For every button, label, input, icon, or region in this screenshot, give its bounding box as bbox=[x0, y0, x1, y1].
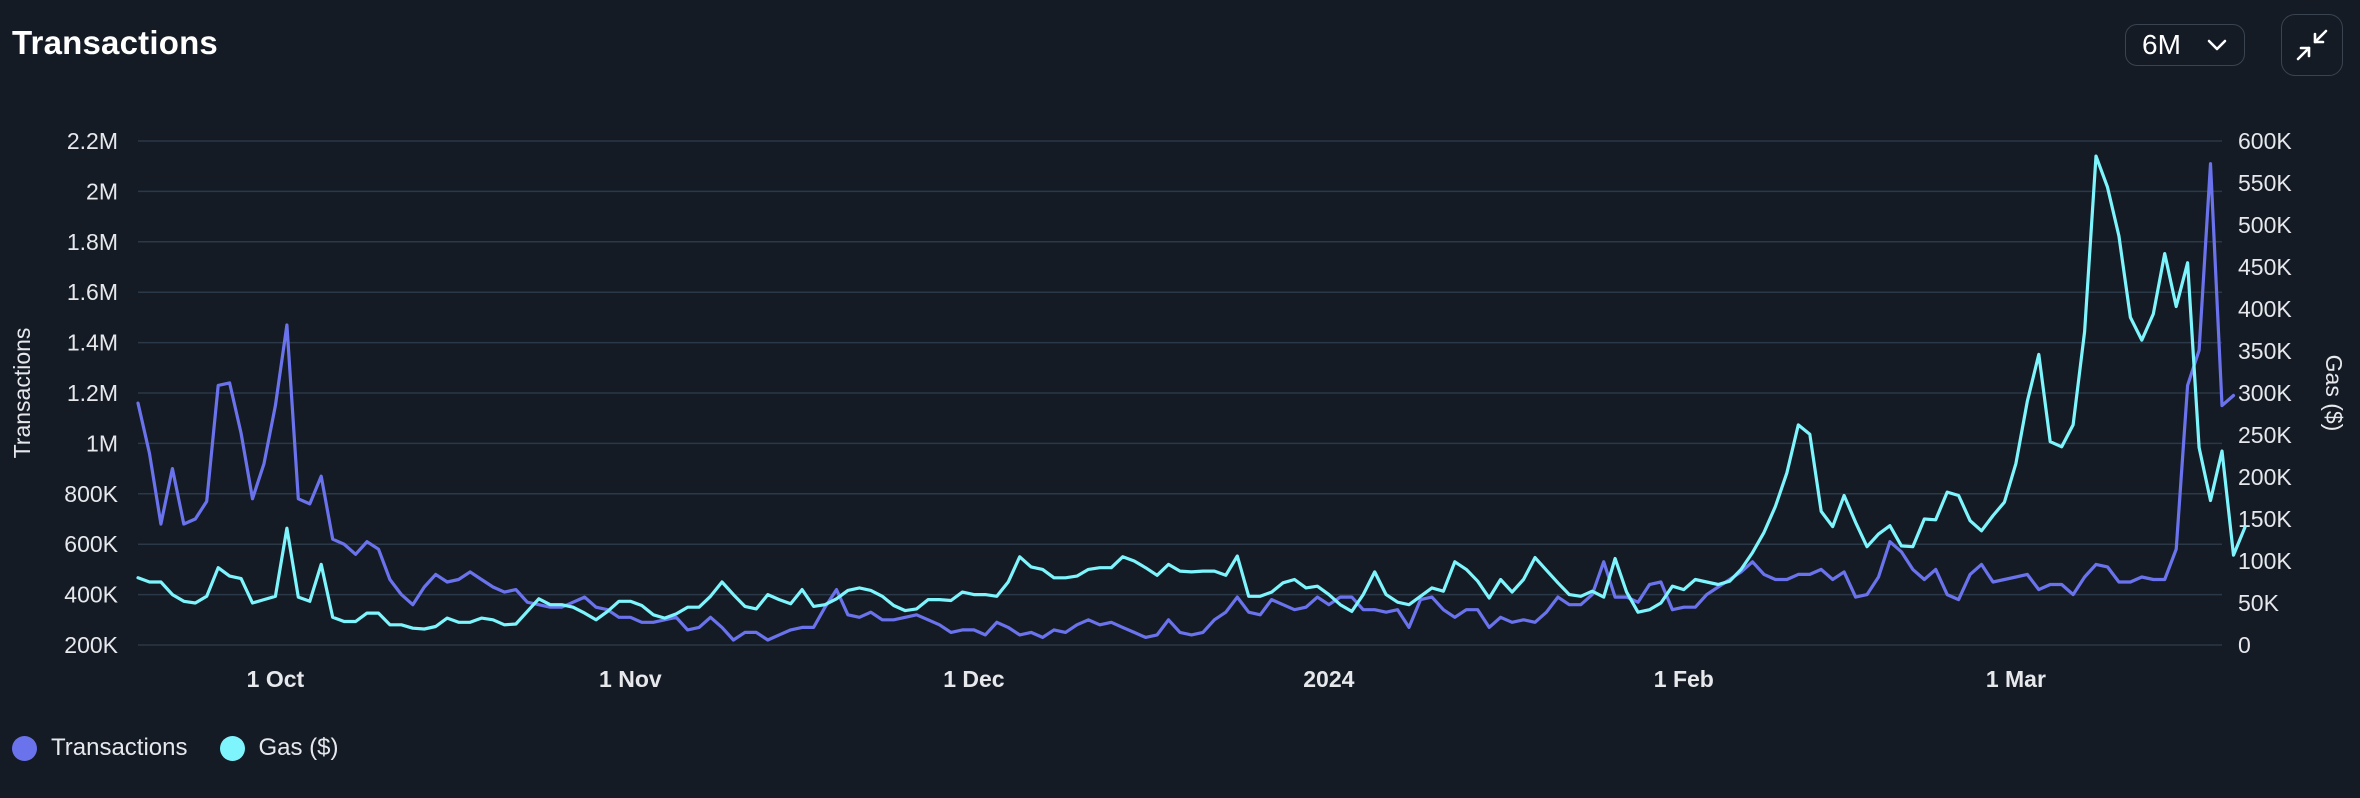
y2-tick-label: 450K bbox=[2238, 254, 2292, 280]
x-tick-label: 1 Mar bbox=[1986, 666, 2046, 692]
y2-tick-label: 250K bbox=[2238, 422, 2292, 448]
time-range-dropdown[interactable]: 6M bbox=[2125, 24, 2245, 66]
y2-tick-label: 350K bbox=[2238, 338, 2292, 364]
x-tick-label: 1 Oct bbox=[247, 666, 305, 692]
x-tick-label: 1 Feb bbox=[1654, 666, 1714, 692]
y2-tick-label: 300K bbox=[2238, 380, 2292, 406]
y2-tick-label: 50K bbox=[2238, 590, 2280, 616]
transactions-series-line bbox=[136, 162, 2236, 642]
gas-series-line bbox=[136, 154, 2247, 631]
y-tick-label: 1.4M bbox=[67, 330, 118, 356]
legend-label: Transactions bbox=[51, 734, 188, 761]
x-tick-label: 2024 bbox=[1303, 666, 1354, 692]
collapse-button[interactable] bbox=[2281, 14, 2343, 76]
legend-label: Gas ($) bbox=[258, 734, 339, 761]
time-range-value: 6M bbox=[2142, 29, 2181, 60]
y2-tick-label: 400K bbox=[2238, 296, 2292, 322]
legend: Transactions Gas ($) bbox=[12, 734, 371, 762]
chart: 200K 400K 600K 800K 1M 1.2M 1.4M 1.6M 1.8M 2M 2.2M… bbox=[9, 128, 2347, 692]
y-tick-label: 200K bbox=[64, 632, 118, 658]
y-tick-label: 400K bbox=[64, 582, 118, 608]
collapse-arrows-icon bbox=[2296, 29, 2328, 61]
y-tick-label: 2M bbox=[86, 178, 118, 204]
legend-item-gas[interactable]: Gas ($) bbox=[219, 734, 339, 762]
x-tick-label: 1 Nov bbox=[599, 666, 662, 692]
y2-tick-label: 500K bbox=[2238, 212, 2292, 238]
y-tick-label: 1M bbox=[86, 430, 118, 456]
y-tick-label: 1.6M bbox=[67, 279, 118, 305]
chevron-down-icon bbox=[2207, 39, 2227, 51]
y-tick-label: 2.2M bbox=[67, 128, 118, 154]
y-tick-label: 1.2M bbox=[67, 380, 118, 406]
y2-tick-label: 0 bbox=[2238, 632, 2251, 658]
y-tick-label: 800K bbox=[64, 481, 118, 507]
y2-axis-label: Gas ($) bbox=[2321, 355, 2347, 432]
y-tick-label: 600K bbox=[64, 531, 118, 557]
page-title: Transactions bbox=[12, 24, 218, 61]
y2-tick-label: 150K bbox=[2238, 506, 2292, 532]
legend-dot-gas bbox=[219, 735, 245, 761]
y-tick-label: 1.8M bbox=[67, 229, 118, 255]
y2-tick-label: 550K bbox=[2238, 170, 2292, 196]
y2-tick-label: 100K bbox=[2238, 548, 2292, 574]
legend-item-transactions[interactable]: Transactions bbox=[12, 734, 188, 762]
legend-dot-transactions bbox=[12, 735, 37, 761]
x-tick-label: 1 Dec bbox=[943, 666, 1005, 692]
y2-tick-label: 600K bbox=[2238, 128, 2292, 154]
y-axis-label: Transactions bbox=[9, 328, 35, 459]
y2-tick-label: 200K bbox=[2238, 464, 2292, 490]
